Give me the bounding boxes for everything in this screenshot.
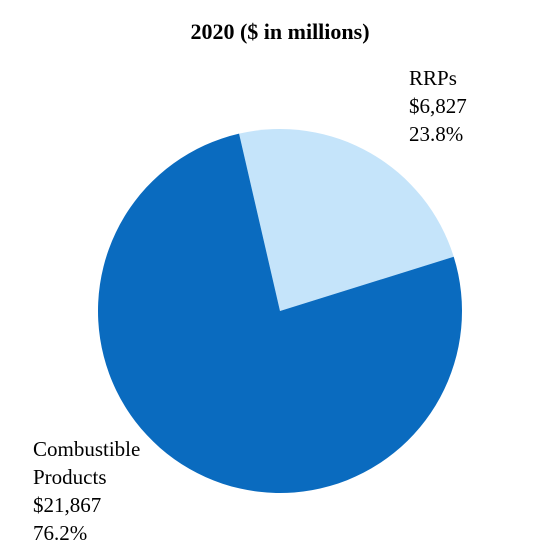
pie-slice-rrps (239, 128, 454, 311)
slice-percent-combustible: 76.2% (33, 521, 88, 545)
slice-name-rrps: RRPs (409, 66, 457, 90)
chart-title: 2020 ($ in millions) (190, 19, 370, 44)
slice-name-combustible-line2: Products (33, 465, 107, 489)
slice-label-combustible-products: Combustible Products $21,867 76.2% (33, 435, 140, 547)
slice-value-rrps: $6,827 (409, 94, 467, 118)
slice-value-combustible: $21,867 (33, 493, 102, 517)
pie-slice-combustible-products (98, 133, 463, 493)
slice-percent-rrps: 23.8% (409, 122, 464, 146)
slice-label-rrps: RRPs $6,827 23.8% (409, 64, 467, 148)
slice-name-combustible-line1: Combustible (33, 437, 141, 461)
